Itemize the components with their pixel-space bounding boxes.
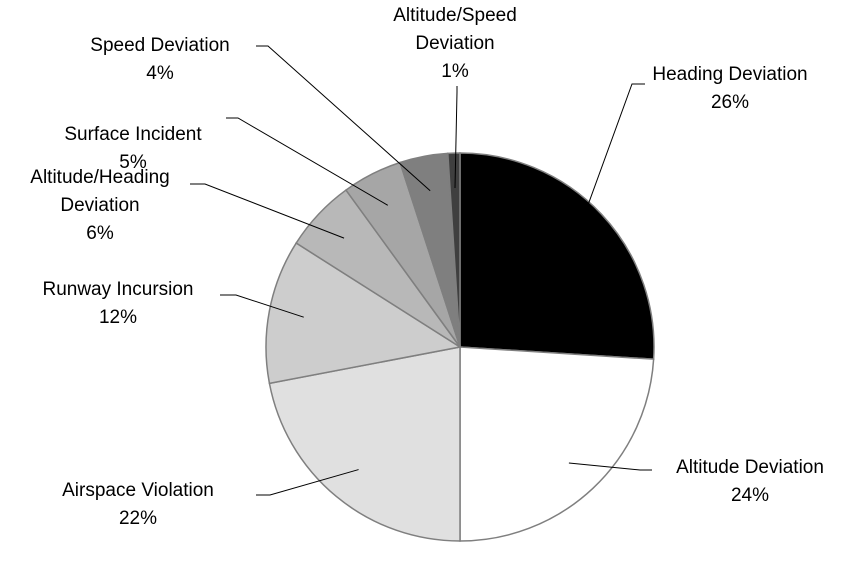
slice-value-label: 12% (99, 307, 137, 328)
slice-label: Altitude/Heading Deviation (30, 167, 169, 216)
slice-value-label: 22% (119, 508, 157, 529)
slice-value-label: 26% (711, 92, 749, 113)
leader-line (226, 117, 389, 206)
pie-slice (459, 346, 655, 542)
slice-value-label: 4% (146, 63, 174, 84)
slice-label: Altitude Deviation (676, 457, 824, 478)
leader-line (256, 469, 359, 496)
pie-slice (447, 152, 461, 348)
slice-label: Runway Incursion (42, 279, 193, 300)
slice-value-label: 6% (86, 223, 114, 244)
slice-label: Altitude/Speed Deviation (393, 5, 517, 54)
leader-line (190, 183, 345, 239)
slice-value-label: 24% (731, 485, 769, 506)
leader-line (256, 45, 431, 192)
pie-slice (459, 152, 655, 360)
slice-value-label: 1% (441, 61, 469, 82)
pie-slice (268, 346, 461, 542)
slice-label: Surface Incident (64, 124, 202, 145)
pie-slice (265, 242, 463, 385)
slice-label: Airspace Violation (62, 480, 214, 501)
leader-line (575, 83, 645, 239)
leader-line (220, 294, 304, 318)
slice-label: Heading Deviation (652, 64, 807, 85)
slice-value-label: 5% (119, 152, 147, 173)
leader-line (568, 462, 652, 471)
leader-line (454, 86, 458, 189)
slice-label: Speed Deviation (90, 35, 229, 56)
